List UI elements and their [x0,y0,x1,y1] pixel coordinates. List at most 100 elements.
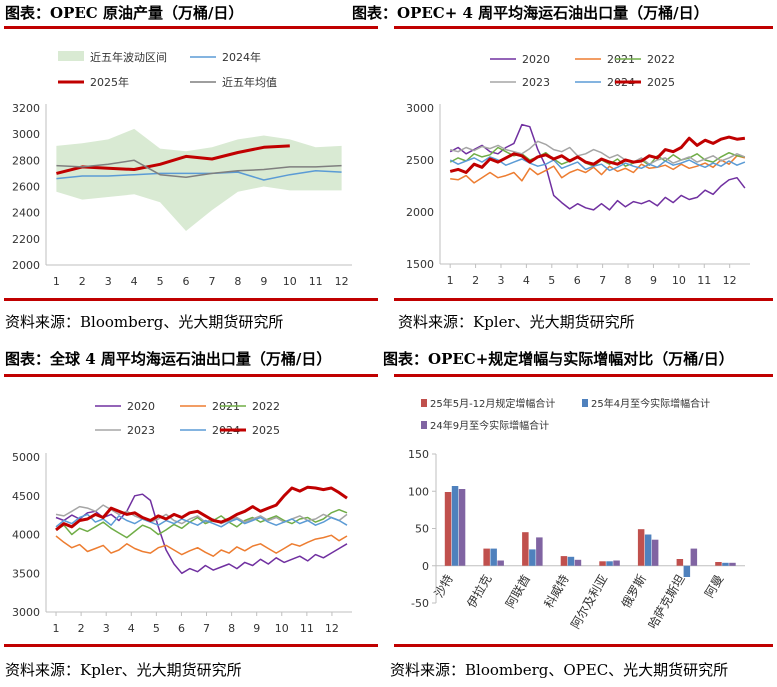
category-label: 哈萨克斯坦 [646,572,688,631]
c2-xtick: 7 [599,274,606,287]
legend-swatch [421,421,427,429]
c3-xtick: 10 [275,622,289,635]
category-label: 阿曼 [702,572,726,600]
panel3-title: 图表：全球 4 周平均海运石油出口量（万桶/日） [5,350,332,368]
category-label: 阿尔及利亚 [567,572,610,631]
bar-25年5月-12月规定增幅合计 [444,492,452,566]
legend-label: 2025 [647,76,675,89]
bar-24年9月至今实际增幅合计 [651,539,659,566]
c3-ytick: 3000 [12,606,40,619]
c1-xtick: 8 [234,275,241,288]
c2-xtick: 6 [574,274,581,287]
series-line-2022 [55,508,348,539]
legend-label: 2025 [252,424,280,437]
c2-xtick: 10 [672,274,686,287]
bottom-rule-right [394,644,773,647]
legend-label: 2022 [252,400,280,413]
panel4-title: 图表：OPEC+规定增幅与实际增幅对比（万桶/日） [383,350,734,368]
panel1-title: 图表：OPEC 原油产量（万桶/日） [5,4,244,22]
bottom-rule-left [4,644,378,647]
bar-24年9月至今实际增幅合计 [574,559,582,566]
legend-label: 2020 [127,400,155,413]
c1-xtick: 4 [131,275,138,288]
legend-label: 近五年波动区间 [90,50,167,64]
bar-24年9月至今实际增幅合计 [497,560,504,566]
bar-25年5月-12月规定增幅合计 [676,559,684,566]
bar-25年4月至今实际增幅合计 [451,486,459,566]
c3-xtick: 9 [253,622,260,635]
c4-ytick: 100 [408,485,429,498]
bar-25年4月至今实际增幅合计 [490,548,497,566]
c1-ytick: 2200 [12,233,40,246]
c2-ytick: 3000 [406,102,434,115]
bar-24年9月至今实际增幅合计 [690,548,698,566]
c2-ytick: 1500 [406,258,434,271]
series-line-2021 [450,155,746,184]
c3-xtick: 4 [128,622,135,635]
panel4-source: 资料来源：Bloomberg、OPEC、光大期货研究所 [390,661,729,679]
bar-25年5月-12月规定增幅合计 [522,532,529,566]
legend-label: 近五年均值 [222,75,277,89]
c1-xtick: 1 [53,275,60,288]
series-line-2020 [55,493,348,575]
c1-ytick: 2600 [12,181,40,194]
series-line-近五年均值 [56,159,342,179]
bar-25年5月-12月规定增幅合计 [715,562,722,566]
c1-xtick: 5 [157,275,164,288]
c3-xtick: 8 [228,622,235,635]
series-line-2025 [55,485,348,532]
c1-xtick: 2 [79,275,86,288]
bar-25年4月至今实际增幅合计 [567,556,575,566]
c4-ytick: 0 [422,560,429,573]
bar-25年5月-12月规定增幅合计 [483,548,490,566]
category-label: 沙特 [431,572,456,600]
legend-label: 2025年 [90,75,129,89]
c2-xtick: 1 [447,274,454,287]
bar-25年5月-12月规定增幅合计 [560,556,568,566]
c2-xtick: 12 [723,274,737,287]
c3-ytick: 5000 [12,451,40,464]
c2-xtick: 3 [497,274,504,287]
bar-24年9月至今实际增幅合计 [458,489,466,566]
legend-label: 25年4月至今实际增幅合计 [591,397,710,410]
c1-xtick: 6 [183,275,190,288]
c3-ytick: 4500 [12,490,40,503]
c1-ytick: 2400 [12,207,40,220]
bar-24年9月至今实际增幅合计 [536,537,543,566]
panel1-source: 资料来源：Bloomberg、光大期货研究所 [5,313,284,331]
series-line-2021 [55,534,348,557]
bar-25年4月至今实际增幅合计 [529,549,536,566]
c1-ytick: 3200 [12,102,40,115]
panel2-title: 图表：OPEC+ 4 周平均海运石油出口量（万桶/日） [352,4,709,22]
category-label: 阿联酋 [502,572,533,611]
legend-label: 2020 [522,53,550,66]
c1-ytick: 2800 [12,154,40,167]
c3-xtick: 1 [53,622,60,635]
mid-rule-right [394,298,773,301]
top-rule-right [394,26,773,29]
series-line-2025 [449,135,746,174]
c1-xtick: 7 [208,275,215,288]
panel3-source: 资料来源：Kpler、光大期货研究所 [5,661,242,679]
c3-ytick: 3500 [12,567,40,580]
category-label: 俄罗斯 [619,572,649,610]
panel2-source: 资料来源：Kpler、光大期货研究所 [398,313,635,331]
bar-25年4月至今实际增幅合计 [683,565,691,577]
c2-ytick: 2000 [406,206,434,219]
legend-swatch-band [58,51,84,61]
series-line-2023 [450,140,746,165]
category-label: 伊拉克 [463,572,494,611]
c3-xtick: 6 [178,622,185,635]
bar-24年9月至今实际增幅合计 [729,562,736,566]
legend-label: 2022 [647,53,675,66]
c2-xtick: 8 [625,274,632,287]
c3-ytick: 4000 [12,529,40,542]
c1-ytick: 2000 [12,259,40,272]
c4-ytick: 150 [408,448,429,461]
band-area [56,128,342,231]
c2-xtick: 9 [650,274,657,287]
series-line-2025年 [56,144,290,175]
c4-ytick: 50 [415,523,429,536]
mid-rule-left [4,298,378,301]
